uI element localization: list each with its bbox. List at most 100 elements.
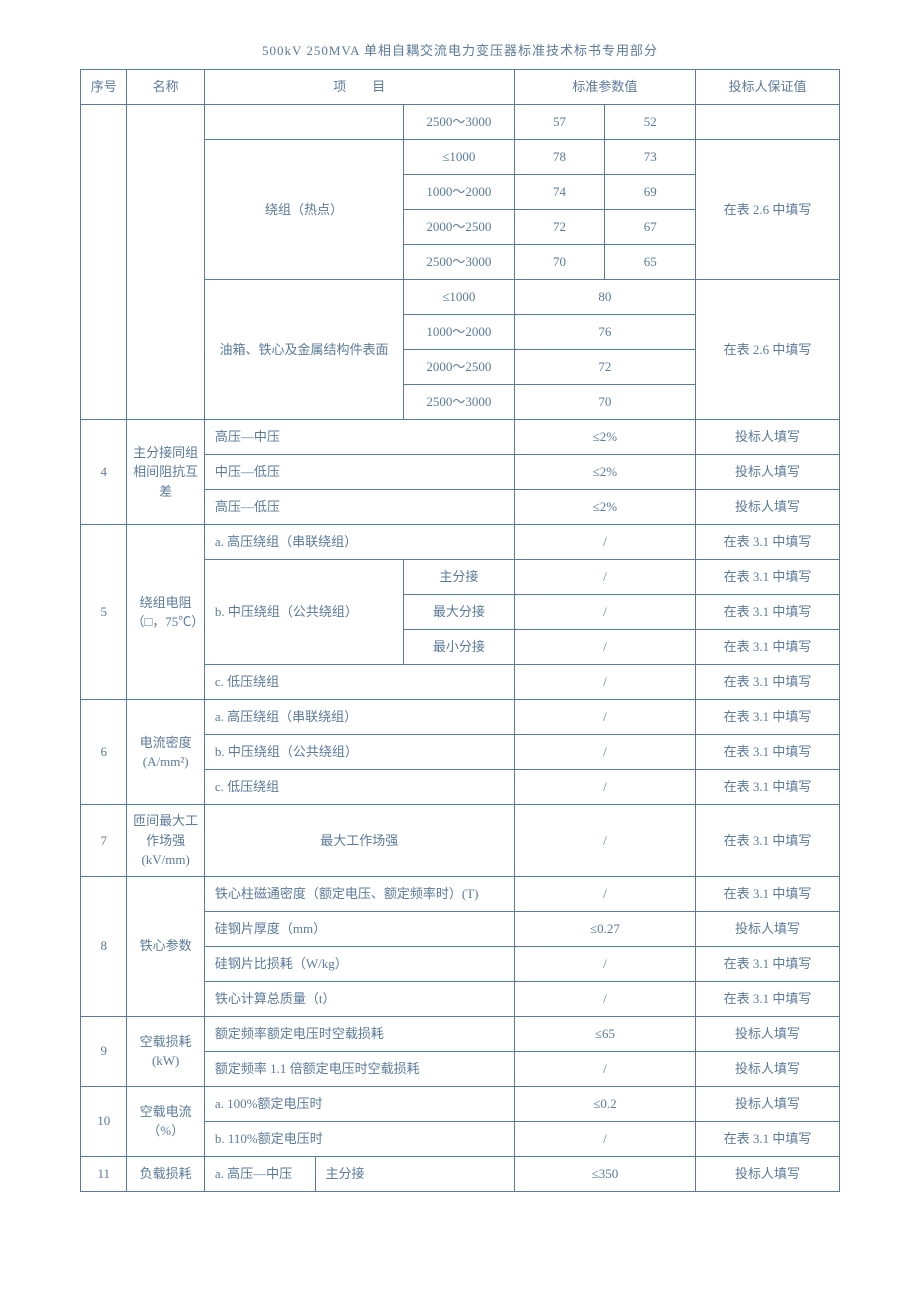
idx-11: 11 xyxy=(81,1156,127,1191)
idx-9: 9 xyxy=(81,1016,127,1086)
item-8-3: 铁心计算总质量（t） xyxy=(204,981,514,1016)
v1-3b-3: 70 xyxy=(514,245,605,280)
hdr-std: 标准参数值 xyxy=(514,70,695,105)
range-3b-3: 2500～3000 xyxy=(404,245,515,280)
range-3c-2: 2000～2500 xyxy=(404,350,515,385)
table-header: 序号 名称 项 目 标准参数值 投标人保证值 xyxy=(81,70,840,105)
row-9-0: 9 空载损耗 (kW) 额定频率额定电压时空载损耗 ≤65 投标人填写 xyxy=(81,1016,840,1051)
std-11: ≤350 xyxy=(514,1156,695,1191)
v-3c-3: 70 xyxy=(514,385,695,420)
item-4-1: 中压—低压 xyxy=(204,455,514,490)
std-6-0: / xyxy=(514,700,695,735)
bid-4-2: 投标人填写 xyxy=(696,490,840,525)
idx-6: 6 xyxy=(81,700,127,805)
v1-3a: 57 xyxy=(514,105,605,140)
std-8-3: / xyxy=(514,981,695,1016)
idx-5: 5 xyxy=(81,525,127,700)
row-7: 7 匝间最大工作场强 (kV/mm) 最大工作场强 / 在表 3.1 中填写 xyxy=(81,805,840,877)
item-8-1: 硅钢片厚度（mm） xyxy=(204,911,514,946)
name-8: 铁心参数 xyxy=(127,876,204,1016)
sub-5-b0: 主分接 xyxy=(404,560,515,595)
item-8-2: 硅钢片比损耗（W/kg） xyxy=(204,946,514,981)
v-3c-0: 80 xyxy=(514,280,695,315)
std-9-0: ≤65 xyxy=(514,1016,695,1051)
hdr-idx: 序号 xyxy=(81,70,127,105)
item-4-2: 高压—低压 xyxy=(204,490,514,525)
std-5-b0: / xyxy=(514,560,695,595)
std-8-0: / xyxy=(514,876,695,911)
bid-6-0: 在表 3.1 中填写 xyxy=(696,700,840,735)
v1-3b-1: 74 xyxy=(514,175,605,210)
hdr-bid: 投标人保证值 xyxy=(696,70,840,105)
bid-9-1: 投标人填写 xyxy=(696,1051,840,1086)
bid-3b: 在表 2.6 中填写 xyxy=(696,140,840,280)
hdr-item: 项 目 xyxy=(204,70,514,105)
spec-table: 序号 名称 项 目 标准参数值 投标人保证值 2500～3000 57 52 绕… xyxy=(80,69,840,1192)
range-3c-0: ≤1000 xyxy=(404,280,515,315)
bid-8-1: 投标人填写 xyxy=(696,911,840,946)
idx-8: 8 xyxy=(81,876,127,1016)
range-3a: 2500～3000 xyxy=(404,105,515,140)
bid-3a-blank xyxy=(696,105,840,140)
row-6-0: 6 电流密度 (A/mm²) a. 高压绕组（串联绕组） / 在表 3.1 中填… xyxy=(81,700,840,735)
item-10-1: b. 110%额定电压时 xyxy=(204,1121,514,1156)
v2-3b-3: 65 xyxy=(605,245,696,280)
std-8-2: / xyxy=(514,946,695,981)
bid-5-c: 在表 3.1 中填写 xyxy=(696,665,840,700)
bid-8-0: 在表 3.1 中填写 xyxy=(696,876,840,911)
row-4-0: 4 主分接同组相间阻抗互差 高压—中压 ≤2% 投标人填写 xyxy=(81,420,840,455)
range-3c-3: 2500～3000 xyxy=(404,385,515,420)
v2-3b-0: 73 xyxy=(605,140,696,175)
sub-5-b1: 最大分接 xyxy=(404,595,515,630)
item-7: 最大工作场强 xyxy=(204,805,514,877)
row-5-a: 5 绕组电阻（□，75℃） a. 高压绕组（串联绕组） / 在表 3.1 中填写 xyxy=(81,525,840,560)
bid-6-1: 在表 3.1 中填写 xyxy=(696,735,840,770)
std-5-c: / xyxy=(514,665,695,700)
name-4: 主分接同组相间阻抗互差 xyxy=(127,420,204,525)
std-10-1: / xyxy=(514,1121,695,1156)
row-11: 11 负载损耗 a. 高压—中压 主分接 ≤350 投标人填写 xyxy=(81,1156,840,1191)
bid-4-0: 投标人填写 xyxy=(696,420,840,455)
row-3a: 2500～3000 57 52 xyxy=(81,105,840,140)
p1-11: a. 高压—中压 xyxy=(204,1156,315,1191)
std-6-1: / xyxy=(514,735,695,770)
name-3-blank xyxy=(127,105,204,420)
v1-3b-2: 72 xyxy=(514,210,605,245)
label-3b: 绕组（热点） xyxy=(204,140,403,280)
range-3b-2: 2000～2500 xyxy=(404,210,515,245)
bid-9-0: 投标人填写 xyxy=(696,1016,840,1051)
std-4-0: ≤2% xyxy=(514,420,695,455)
bid-4-1: 投标人填写 xyxy=(696,455,840,490)
std-9-1: / xyxy=(514,1051,695,1086)
bid-7: 在表 3.1 中填写 xyxy=(696,805,840,877)
v2-3a: 52 xyxy=(605,105,696,140)
std-5-b2: / xyxy=(514,630,695,665)
name-5: 绕组电阻（□，75℃） xyxy=(127,525,204,700)
item-4-0: 高压—中压 xyxy=(204,420,514,455)
doc-title: 500kV 250MVA 单相自耦交流电力变压器标准技术标书专用部分 xyxy=(80,40,840,59)
p-3a-blank xyxy=(204,105,403,140)
item-6-1: b. 中压绕组（公共绕组） xyxy=(204,735,514,770)
range-3c-1: 1000～2000 xyxy=(404,315,515,350)
bid-5-b1: 在表 3.1 中填写 xyxy=(696,595,840,630)
bid-5-a: 在表 3.1 中填写 xyxy=(696,525,840,560)
bid-8-2: 在表 3.1 中填写 xyxy=(696,946,840,981)
std-5-b1: / xyxy=(514,595,695,630)
bid-6-2: 在表 3.1 中填写 xyxy=(696,770,840,805)
p2-11: 主分接 xyxy=(315,1156,514,1191)
bid-5-b2: 在表 3.1 中填写 xyxy=(696,630,840,665)
std-4-1: ≤2% xyxy=(514,455,695,490)
item-9-0: 额定频率额定电压时空载损耗 xyxy=(204,1016,514,1051)
bid-5-b0: 在表 3.1 中填写 xyxy=(696,560,840,595)
item-5-a: a. 高压绕组（串联绕组） xyxy=(204,525,514,560)
item-9-1: 额定频率 1.1 倍额定电压时空载损耗 xyxy=(204,1051,514,1086)
idx-10: 10 xyxy=(81,1086,127,1156)
bid-3c: 在表 2.6 中填写 xyxy=(696,280,840,420)
name-9: 空载损耗 (kW) xyxy=(127,1016,204,1086)
v-3c-1: 76 xyxy=(514,315,695,350)
item-5-b: b. 中压绕组（公共绕组） xyxy=(204,560,403,665)
range-3b-0: ≤1000 xyxy=(404,140,515,175)
v-3c-2: 72 xyxy=(514,350,695,385)
idx-3-blank xyxy=(81,105,127,420)
v2-3b-1: 69 xyxy=(605,175,696,210)
